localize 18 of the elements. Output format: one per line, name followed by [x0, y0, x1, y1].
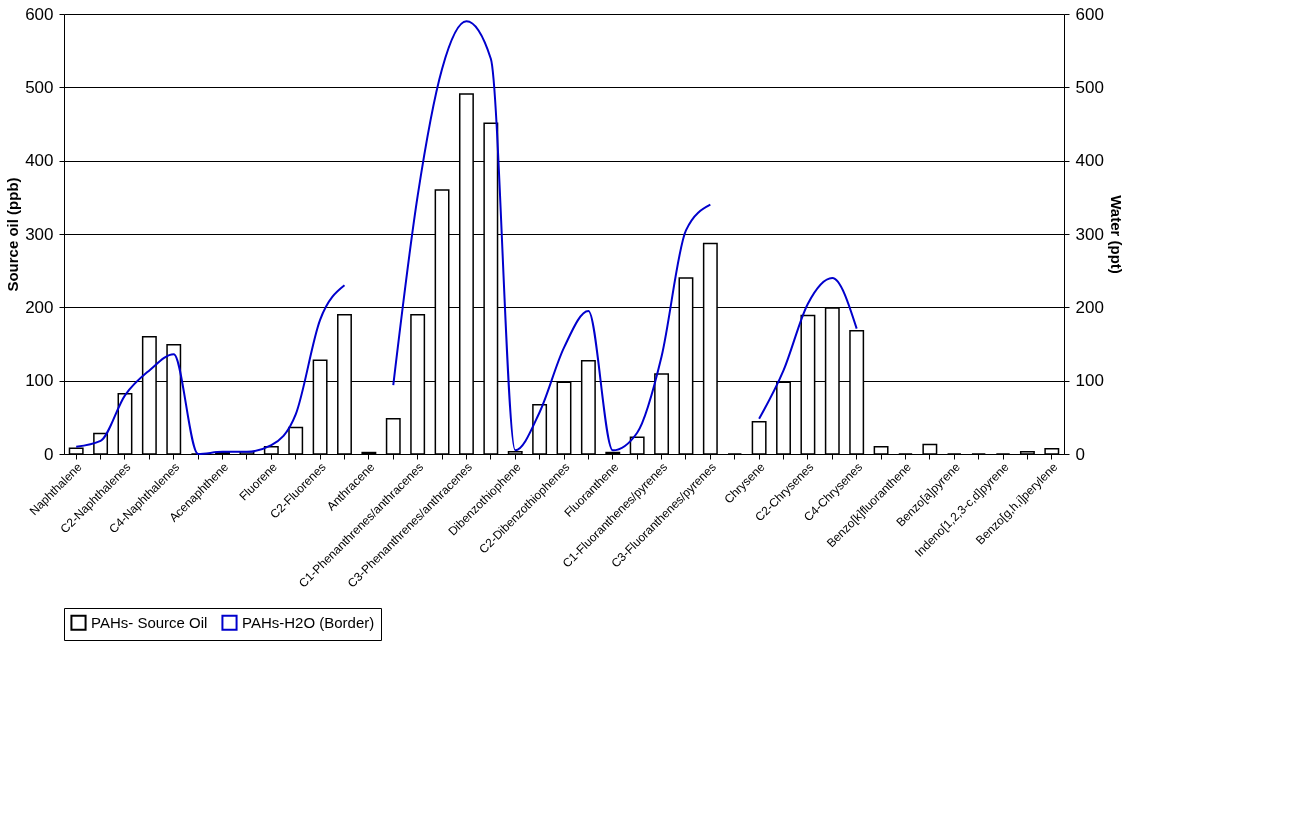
y-tick-label: 200 — [25, 297, 54, 317]
legend-label: PAHs-H2O (Border) — [242, 613, 375, 631]
y-tick-label: 500 — [25, 77, 54, 97]
legend-label: PAHs- Source Oil — [91, 613, 208, 631]
y2-tick-label: 500 — [1075, 77, 1104, 97]
y2-tick-label: 300 — [1075, 224, 1104, 244]
y-tick-label: 300 — [25, 224, 54, 244]
y-tick-label: 0 — [44, 444, 54, 464]
y-tick-label: 400 — [25, 151, 54, 171]
y-tick-label: 600 — [25, 4, 54, 24]
y-tick-label: 100 — [25, 371, 54, 391]
y2-tick-label: 100 — [1075, 371, 1104, 391]
y2-tick-label: 200 — [1075, 297, 1104, 317]
y2-tick-label: 600 — [1075, 4, 1104, 24]
y2-axis-title: Water (ppt) — [1107, 195, 1125, 274]
y2-tick-label: 0 — [1075, 444, 1085, 464]
y-axis-title: Source oil (ppb) — [4, 177, 22, 292]
y2-tick-label: 400 — [1075, 151, 1104, 171]
